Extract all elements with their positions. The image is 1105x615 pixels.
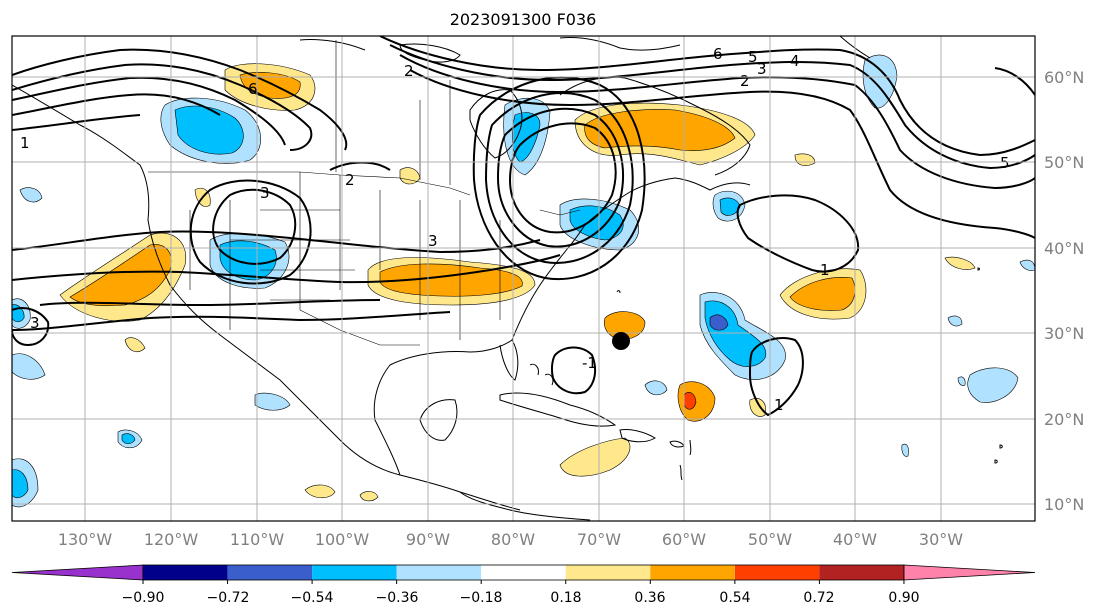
colorbar-segment	[819, 565, 904, 580]
gridlines	[12, 36, 1035, 521]
colorbar-tick-label: −0.18	[460, 590, 503, 606]
colorbar-segment	[396, 565, 482, 580]
contour-label: 3	[428, 232, 438, 250]
colorbar-segment	[143, 565, 228, 580]
contour-label: 3	[757, 60, 767, 78]
contour-label: 2	[345, 171, 355, 189]
contour-label: 3	[30, 314, 40, 332]
colorbar-tick-label: −0.90	[122, 590, 165, 606]
lon-tick-label: 60°W	[662, 530, 706, 549]
lat-tick-label: 30°N	[1044, 324, 1084, 343]
contour-label: 1	[774, 396, 784, 414]
storm-center-marker	[612, 332, 630, 350]
map-title: 2023091300 F036	[449, 10, 597, 29]
contour-label: 5	[748, 48, 758, 66]
contour-label: 6	[713, 45, 723, 63]
lon-tick-label: 80°W	[491, 530, 535, 549]
colorbar-tick-label: 0.36	[634, 590, 665, 606]
colorbar-under-extension	[11, 564, 144, 581]
contour-label-group: 6 5 4 2 3 2 1 3 2 3 6 5 1 -1 1 3	[20, 45, 1010, 414]
longitude-tick-labels: 130°W 120°W 110°W 100°W 90°W 80°W 70°W 6…	[58, 530, 963, 549]
contour-label: 5	[1000, 154, 1010, 172]
latitude-tick-labels: 60°N 50°N 40°N 30°N 20°N 10°N	[1044, 68, 1084, 514]
colorbar-tick-label: 0.72	[803, 590, 834, 606]
lat-tick-label: 60°N	[1044, 68, 1084, 87]
contour-label: 4	[790, 52, 800, 70]
lat-tick-label: 10°N	[1044, 495, 1084, 514]
lon-tick-label: 40°W	[833, 530, 877, 549]
colorbar-segment	[481, 565, 566, 580]
lon-tick-label: 50°W	[748, 530, 792, 549]
lat-tick-label: 40°N	[1044, 239, 1084, 258]
colorbar-segment	[734, 565, 820, 580]
lat-tick-label: 20°N	[1044, 410, 1084, 429]
political-boundaries	[148, 40, 581, 346]
contour-lines	[12, 36, 1035, 417]
contour-label: 1	[820, 261, 830, 279]
contour-label: 2	[404, 62, 414, 80]
lon-tick-label: 30°W	[919, 530, 963, 549]
map-content: 6 5 4 2 3 2 1 3 2 3 6 5 1 -1 1 3	[12, 36, 1035, 521]
colorbar-segment	[565, 565, 651, 580]
lon-tick-label: 90°W	[406, 530, 450, 549]
lon-tick-label: 70°W	[577, 530, 621, 549]
contour-label: 6	[248, 80, 258, 98]
contour-label: 2	[740, 72, 750, 90]
lon-tick-label: 120°W	[144, 530, 199, 549]
lon-tick-label: 100°W	[315, 530, 370, 549]
colorbar-tick-label: −0.36	[376, 590, 419, 606]
colorbar-tick-label: −0.54	[291, 590, 334, 606]
anomaly-shading	[12, 54, 1035, 508]
colorbar-tick-label: 0.18	[550, 590, 581, 606]
colorbar-tick-label: 0.90	[888, 590, 919, 606]
map-frame	[11, 35, 1036, 522]
contour-label: -1	[582, 354, 597, 372]
colorbar-over-extension	[903, 564, 1036, 581]
colorbar	[11, 564, 1036, 584]
lon-tick-label: 130°W	[58, 530, 113, 549]
colorbar-segment	[227, 565, 313, 580]
colorbar-tick-labels: −0.90 −0.72 −0.54 −0.36 −0.18 0.18 0.36 …	[122, 590, 920, 606]
colorbar-segment	[312, 565, 397, 580]
colorbar-segment	[650, 565, 735, 580]
contour-label: 3	[260, 184, 270, 202]
coastlines	[12, 36, 1003, 521]
lon-tick-label: 110°W	[230, 530, 285, 549]
lat-tick-label: 50°N	[1044, 153, 1084, 172]
colorbar-tick-label: −0.72	[207, 590, 250, 606]
contour-label: 1	[20, 134, 30, 152]
colorbar-tick-label: 0.54	[719, 590, 750, 606]
colorbar-frame	[142, 564, 905, 581]
